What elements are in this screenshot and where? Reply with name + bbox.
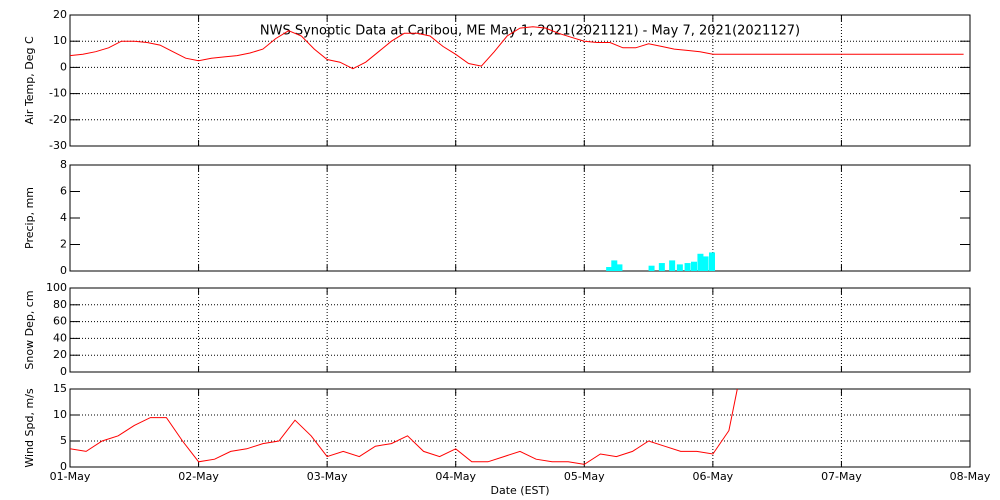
y-tick-label: 10: [53, 408, 67, 421]
plot-frame: [69, 388, 971, 468]
x-tick-label: 06-May: [692, 470, 733, 483]
y-tick-label: 4: [60, 211, 67, 224]
y-tick-label: 0: [60, 60, 67, 73]
bar: [611, 260, 618, 271]
x-tick-label: 01-May: [50, 470, 91, 483]
x-tick-label: 08-May: [950, 470, 991, 483]
y-axis-label: Air Temp, Deg C: [23, 36, 36, 125]
y-tick-label: 60: [53, 315, 67, 328]
y-tick-label: -30: [49, 139, 67, 152]
data-line: [69, 26, 964, 70]
bar: [616, 264, 623, 271]
y-tick-label: 100: [46, 281, 67, 294]
y-tick-label: 80: [53, 298, 67, 311]
y-tick-label: 20: [53, 348, 67, 361]
y-tick-label: -20: [49, 113, 67, 126]
x-tick-label: 03-May: [307, 470, 348, 483]
bar: [676, 264, 683, 271]
x-tick-label: 04-May: [435, 470, 476, 483]
y-tick-label: 5: [60, 434, 67, 447]
y-tick-label: 10: [53, 34, 67, 47]
y-axis-label: Precip, mm: [23, 187, 36, 249]
bar: [658, 263, 665, 271]
x-tick-label: 07-May: [821, 470, 862, 483]
bar: [691, 261, 697, 271]
y-tick-label: 2: [60, 238, 67, 251]
bar: [606, 267, 613, 271]
y-tick-label: 6: [60, 185, 67, 198]
y-tick-label: 15: [53, 382, 67, 395]
data-line: [69, 388, 738, 465]
y-tick-label: 20: [53, 8, 67, 21]
x-tick-label: 05-May: [564, 470, 605, 483]
plot-frame: [69, 287, 971, 373]
y-tick-label: 0: [60, 365, 67, 378]
chart-title: NWS Synoptic Data at Caribou, ME May 1, …: [260, 24, 800, 39]
bar: [669, 260, 676, 271]
bar: [648, 265, 655, 271]
plot-frame: [69, 164, 971, 272]
y-tick-label: -10: [49, 87, 67, 100]
plot-frame: [69, 14, 971, 147]
bar: [709, 252, 715, 271]
y-tick-label: 0: [60, 264, 67, 277]
x-axis-label: Date (EST): [490, 484, 549, 497]
y-tick-label: 0: [60, 460, 67, 473]
y-tick-label: 8: [60, 158, 67, 171]
y-tick-label: 40: [53, 331, 67, 344]
x-tick-label: 02-May: [178, 470, 219, 483]
bar: [697, 253, 704, 271]
bar: [702, 256, 709, 271]
y-axis-label: Wind Spd, m/s: [23, 388, 36, 468]
y-axis-label: Snow Dep, cm: [23, 290, 36, 369]
bar: [684, 263, 691, 271]
